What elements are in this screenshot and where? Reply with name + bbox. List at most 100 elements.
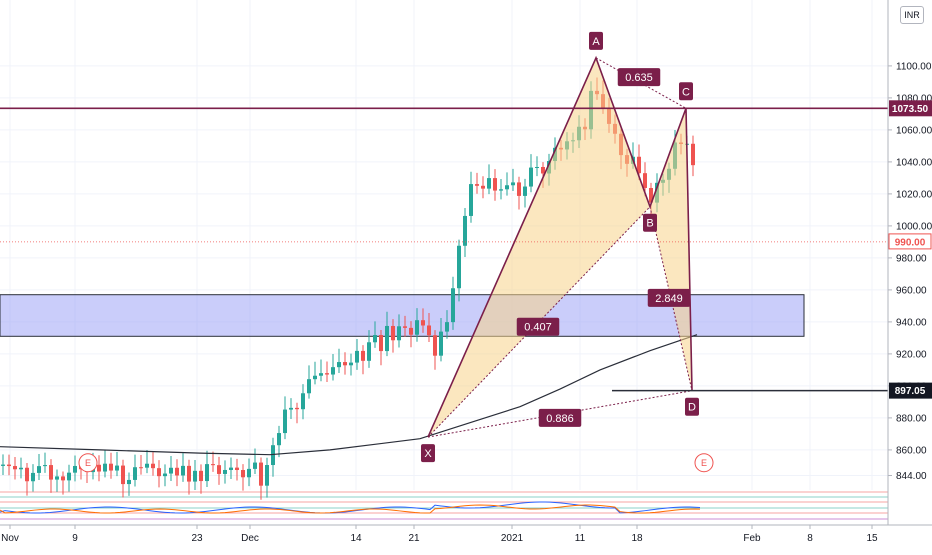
price-tick-label: 860.00: [896, 445, 927, 456]
candle-body: [205, 464, 209, 482]
candle-body: [73, 465, 77, 473]
candle-body: [109, 463, 113, 471]
time-tick-label: 8: [807, 533, 813, 544]
price-tick-label: 1000.00: [896, 221, 932, 232]
candle-body: [61, 476, 65, 481]
price-tick-label: 1040.00: [896, 157, 932, 168]
candle-body: [361, 350, 365, 361]
candle-body: [187, 465, 191, 482]
candle-body: [55, 476, 59, 480]
candle-body: [505, 185, 509, 190]
candle-body: [481, 185, 485, 189]
support-price-tag-box: [889, 382, 932, 399]
candle-body: [103, 463, 107, 472]
candle-body: [163, 473, 167, 477]
candle-body: [241, 470, 245, 478]
candle-body: [409, 327, 413, 335]
ac-ratio-line: [595, 57, 687, 109]
candle-body: [277, 433, 281, 446]
time-tick-label: 15: [866, 533, 878, 544]
price-tick-label: 844.00: [896, 471, 927, 482]
point-a-label: A: [592, 36, 600, 48]
candle-body: [271, 445, 275, 466]
candle-body: [391, 325, 395, 341]
candle-body: [373, 335, 377, 343]
candle-body: [529, 167, 533, 187]
candle-body: [433, 335, 437, 356]
candle-body: [217, 465, 221, 474]
resistance-price-tag: 1073.50: [892, 104, 929, 115]
candle-body: [127, 479, 131, 485]
bd-ratio-line: [649, 206, 693, 391]
time-tick-label: 14: [350, 533, 362, 544]
candle-body: [439, 331, 443, 356]
currency-button[interactable]: INR: [900, 6, 924, 24]
pattern-triangle-xab: [428, 57, 650, 438]
point-x-label: X: [424, 448, 432, 460]
earnings-marker-label: E: [701, 458, 707, 468]
candle-body: [469, 184, 473, 216]
candle-body: [691, 143, 695, 166]
candle-body: [313, 375, 317, 380]
candle-body: [43, 465, 47, 467]
candle-body: [643, 173, 647, 189]
xb-ratio-label-box: [516, 317, 560, 336]
candle-body: [307, 379, 311, 394]
xb-ratio-line: [427, 206, 651, 438]
candle-body: [253, 462, 257, 469]
candle-body: [223, 469, 227, 474]
xd-ratio-label-box: [538, 408, 582, 427]
price-tick-label: 920.00: [896, 349, 927, 360]
price-tick-label: 1080.00: [896, 93, 932, 104]
candle-body: [331, 367, 335, 375]
candle-body: [229, 467, 233, 470]
candle-body: [133, 467, 137, 480]
candle-body: [181, 465, 185, 476]
earnings-marker-label: E: [85, 458, 91, 468]
point-d-label: D: [688, 402, 696, 414]
candle-body: [145, 463, 149, 468]
candle-body: [235, 467, 239, 471]
candle-body: [517, 182, 521, 196]
current-price-tag-box: [889, 233, 932, 250]
candle-body: [97, 464, 101, 472]
point-c-label: C: [682, 86, 690, 98]
candle-body: [649, 188, 653, 203]
xd-ratio-label: 0.886: [546, 413, 574, 425]
candle-body: [367, 342, 371, 361]
candle-body: [475, 184, 479, 186]
candle-body: [37, 466, 41, 473]
candle-body: [295, 407, 299, 410]
time-tick-label: 2021: [501, 533, 524, 544]
earnings-marker: [694, 453, 714, 473]
candle-body: [487, 178, 491, 189]
candle-body: [349, 362, 353, 366]
earnings-marker: [78, 453, 98, 473]
price-tick-label: 1020.00: [896, 189, 932, 200]
candle-body: [169, 467, 173, 474]
moving-average-line: [0, 334, 698, 456]
candle-body: [385, 325, 389, 352]
time-tick-label: Nov: [1, 533, 19, 544]
ac-ratio-label: 0.635: [625, 72, 653, 84]
time-tick-label: 23: [191, 533, 203, 544]
candle-body: [1, 464, 5, 466]
price-tick-label: 980.00: [896, 253, 927, 264]
candle-body: [415, 320, 419, 335]
time-tick-label: 21: [408, 533, 420, 544]
candle-body: [211, 464, 215, 466]
time-tick-label: 9: [72, 533, 78, 544]
price-tick-label: 940.00: [896, 317, 927, 328]
candle-body: [7, 464, 11, 467]
candle-body: [427, 325, 431, 336]
candle-body: [403, 326, 407, 328]
candle-body: [493, 178, 497, 191]
resistance-price-tag-box: [889, 100, 932, 117]
candle-body: [637, 156, 641, 174]
candle-body: [451, 288, 455, 323]
time-tick-label: 18: [631, 533, 643, 544]
candle-body: [283, 409, 287, 434]
price-tick-label: 1060.00: [896, 125, 932, 136]
